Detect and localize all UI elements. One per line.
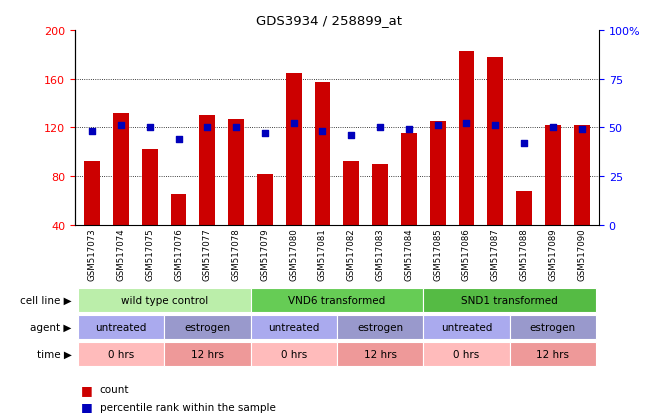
Text: 0 hrs: 0 hrs xyxy=(281,349,307,359)
Bar xyxy=(423,342,510,366)
Bar xyxy=(77,288,251,312)
Point xyxy=(116,123,126,129)
Text: GSM517076: GSM517076 xyxy=(174,228,183,281)
Text: GSM517087: GSM517087 xyxy=(491,228,500,281)
Text: 12 hrs: 12 hrs xyxy=(536,349,570,359)
Bar xyxy=(337,315,423,339)
Text: 0 hrs: 0 hrs xyxy=(453,349,480,359)
Text: GSM517074: GSM517074 xyxy=(117,228,126,281)
Bar xyxy=(510,342,596,366)
Text: GSM517073: GSM517073 xyxy=(88,228,96,281)
Point xyxy=(231,125,242,131)
Bar xyxy=(510,315,596,339)
Text: GSM517088: GSM517088 xyxy=(519,228,529,281)
Point xyxy=(519,140,529,147)
Text: percentile rank within the sample: percentile rank within the sample xyxy=(100,402,275,412)
Text: count: count xyxy=(100,385,129,394)
Bar xyxy=(423,315,510,339)
Bar xyxy=(423,288,596,312)
Text: estrogen: estrogen xyxy=(184,322,230,332)
Point xyxy=(202,125,212,131)
Bar xyxy=(574,126,590,225)
Point xyxy=(260,131,270,137)
Text: GDS3934 / 258899_at: GDS3934 / 258899_at xyxy=(256,14,402,27)
Bar xyxy=(257,174,273,225)
Text: GSM517080: GSM517080 xyxy=(289,228,298,281)
Bar xyxy=(164,315,251,339)
Point xyxy=(375,125,385,131)
Text: untreated: untreated xyxy=(441,322,492,332)
Text: GSM517089: GSM517089 xyxy=(548,228,557,281)
Text: GSM517086: GSM517086 xyxy=(462,228,471,281)
Bar xyxy=(286,74,301,225)
Bar xyxy=(337,342,423,366)
Bar xyxy=(314,83,331,225)
Bar xyxy=(488,58,503,225)
Text: time ▶: time ▶ xyxy=(36,349,72,359)
Text: estrogen: estrogen xyxy=(357,322,403,332)
Bar xyxy=(430,122,445,225)
Point xyxy=(346,133,357,139)
Text: GSM517083: GSM517083 xyxy=(376,228,385,281)
Text: ■: ■ xyxy=(81,400,93,413)
Text: SND1 transformed: SND1 transformed xyxy=(462,295,558,305)
Text: estrogen: estrogen xyxy=(530,322,576,332)
Bar xyxy=(372,164,388,225)
Text: 12 hrs: 12 hrs xyxy=(191,349,224,359)
Bar xyxy=(164,342,251,366)
Text: GSM517081: GSM517081 xyxy=(318,228,327,281)
Text: GSM517084: GSM517084 xyxy=(404,228,413,281)
Text: VND6 transformed: VND6 transformed xyxy=(288,295,385,305)
Bar xyxy=(251,342,337,366)
Bar xyxy=(199,116,215,225)
Text: GSM517078: GSM517078 xyxy=(232,228,241,281)
Text: wild type control: wild type control xyxy=(120,295,208,305)
Point xyxy=(547,125,558,131)
Bar xyxy=(229,119,244,225)
Bar xyxy=(84,162,100,225)
Bar xyxy=(251,288,423,312)
Text: 0 hrs: 0 hrs xyxy=(108,349,134,359)
Bar xyxy=(142,150,158,225)
Text: 12 hrs: 12 hrs xyxy=(364,349,396,359)
Point xyxy=(87,128,98,135)
Bar xyxy=(458,52,475,225)
Bar xyxy=(113,114,129,225)
Text: GSM517075: GSM517075 xyxy=(145,228,154,281)
Text: GSM517082: GSM517082 xyxy=(347,228,356,281)
Bar xyxy=(343,162,359,225)
Point xyxy=(145,125,155,131)
Point xyxy=(432,123,443,129)
Text: GSM517079: GSM517079 xyxy=(260,228,270,281)
Text: ■: ■ xyxy=(81,383,93,396)
Bar xyxy=(77,342,164,366)
Point xyxy=(288,121,299,128)
Text: agent ▶: agent ▶ xyxy=(30,322,72,332)
Point xyxy=(404,127,414,133)
Point xyxy=(173,136,184,143)
Bar xyxy=(545,126,561,225)
Text: untreated: untreated xyxy=(95,322,146,332)
Bar xyxy=(401,134,417,225)
Bar xyxy=(171,195,186,225)
Text: untreated: untreated xyxy=(268,322,320,332)
Text: GSM517090: GSM517090 xyxy=(577,228,586,281)
Bar xyxy=(251,315,337,339)
Bar xyxy=(77,315,164,339)
Point xyxy=(576,127,587,133)
Point xyxy=(490,123,501,129)
Bar xyxy=(516,191,532,225)
Point xyxy=(317,128,327,135)
Text: cell line ▶: cell line ▶ xyxy=(20,295,72,305)
Text: GSM517077: GSM517077 xyxy=(203,228,212,281)
Point xyxy=(462,121,472,128)
Text: GSM517085: GSM517085 xyxy=(433,228,442,281)
